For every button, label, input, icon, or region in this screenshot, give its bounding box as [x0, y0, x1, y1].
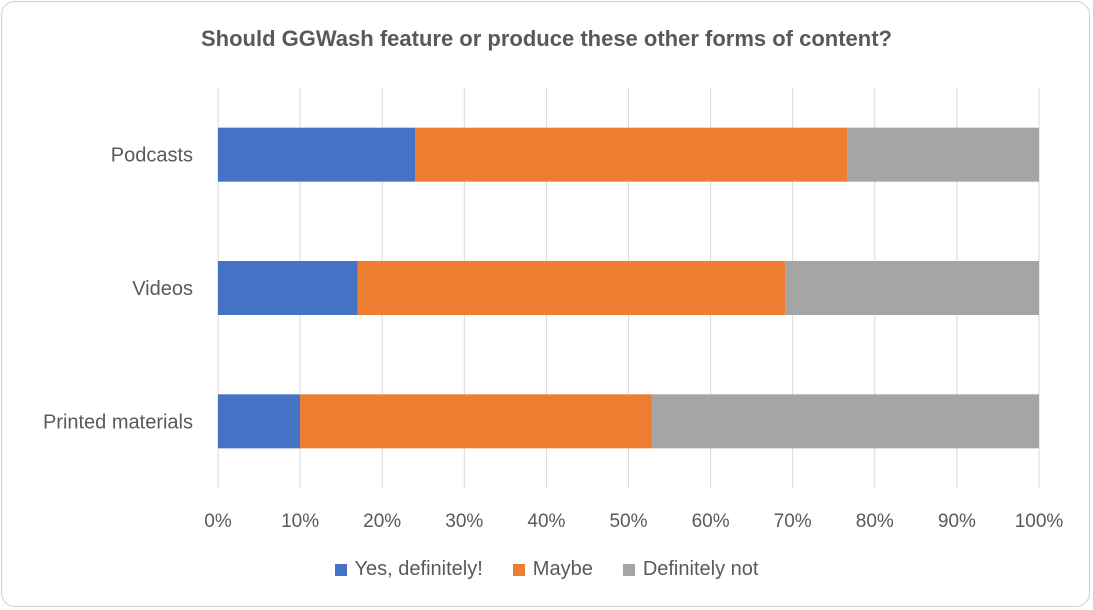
bar-segment [651, 394, 1039, 449]
x-tick-label: 20% [363, 511, 401, 532]
x-tick-label: 70% [774, 511, 812, 532]
bar-segment [218, 394, 301, 449]
category-label: Videos [132, 278, 193, 300]
legend-swatch-no [622, 563, 635, 576]
legend-item-no: Definitely not [622, 558, 759, 581]
legend-swatch-maybe [512, 563, 525, 576]
bar-segment [785, 261, 1039, 315]
x-tick-label: 0% [204, 511, 232, 532]
legend-label-yes: Yes, definitely! [354, 558, 483, 580]
x-tick-label: 10% [281, 511, 319, 532]
bar-segment [847, 127, 1039, 182]
value-axis: 0% 10% 20% 30% 40% 50% 60% 70% 80% 90% 100% [204, 511, 1063, 532]
category-axis: Podcasts Videos Printed materials [43, 145, 193, 434]
bar-segment [415, 127, 848, 182]
x-tick-label: 90% [938, 511, 976, 532]
legend-swatch-yes [334, 563, 347, 576]
x-tick-label: 30% [445, 511, 483, 532]
x-tick-label: 50% [609, 511, 647, 532]
x-tick-label: 80% [856, 511, 894, 532]
category-label: Printed materials [43, 411, 193, 433]
legend: Yes, definitely! Maybe Definitely not [0, 558, 1093, 581]
bars [218, 127, 1039, 449]
legend-item-maybe: Maybe [512, 558, 593, 581]
chart-title: Should GGWash feature or produce these o… [200, 26, 892, 51]
legend-item-yes: Yes, definitely! [334, 558, 483, 581]
category-label: Podcasts [111, 145, 193, 167]
x-tick-label: 60% [692, 511, 730, 532]
bar-segment [218, 127, 416, 182]
legend-label-no: Definitely not [642, 558, 759, 580]
x-tick-label: 100% [1015, 511, 1064, 532]
bar-segment [357, 261, 786, 315]
bar-segment [218, 261, 358, 315]
bar-segment [300, 394, 652, 449]
x-tick-label: 40% [527, 511, 565, 532]
legend-label-maybe: Maybe [532, 558, 593, 580]
